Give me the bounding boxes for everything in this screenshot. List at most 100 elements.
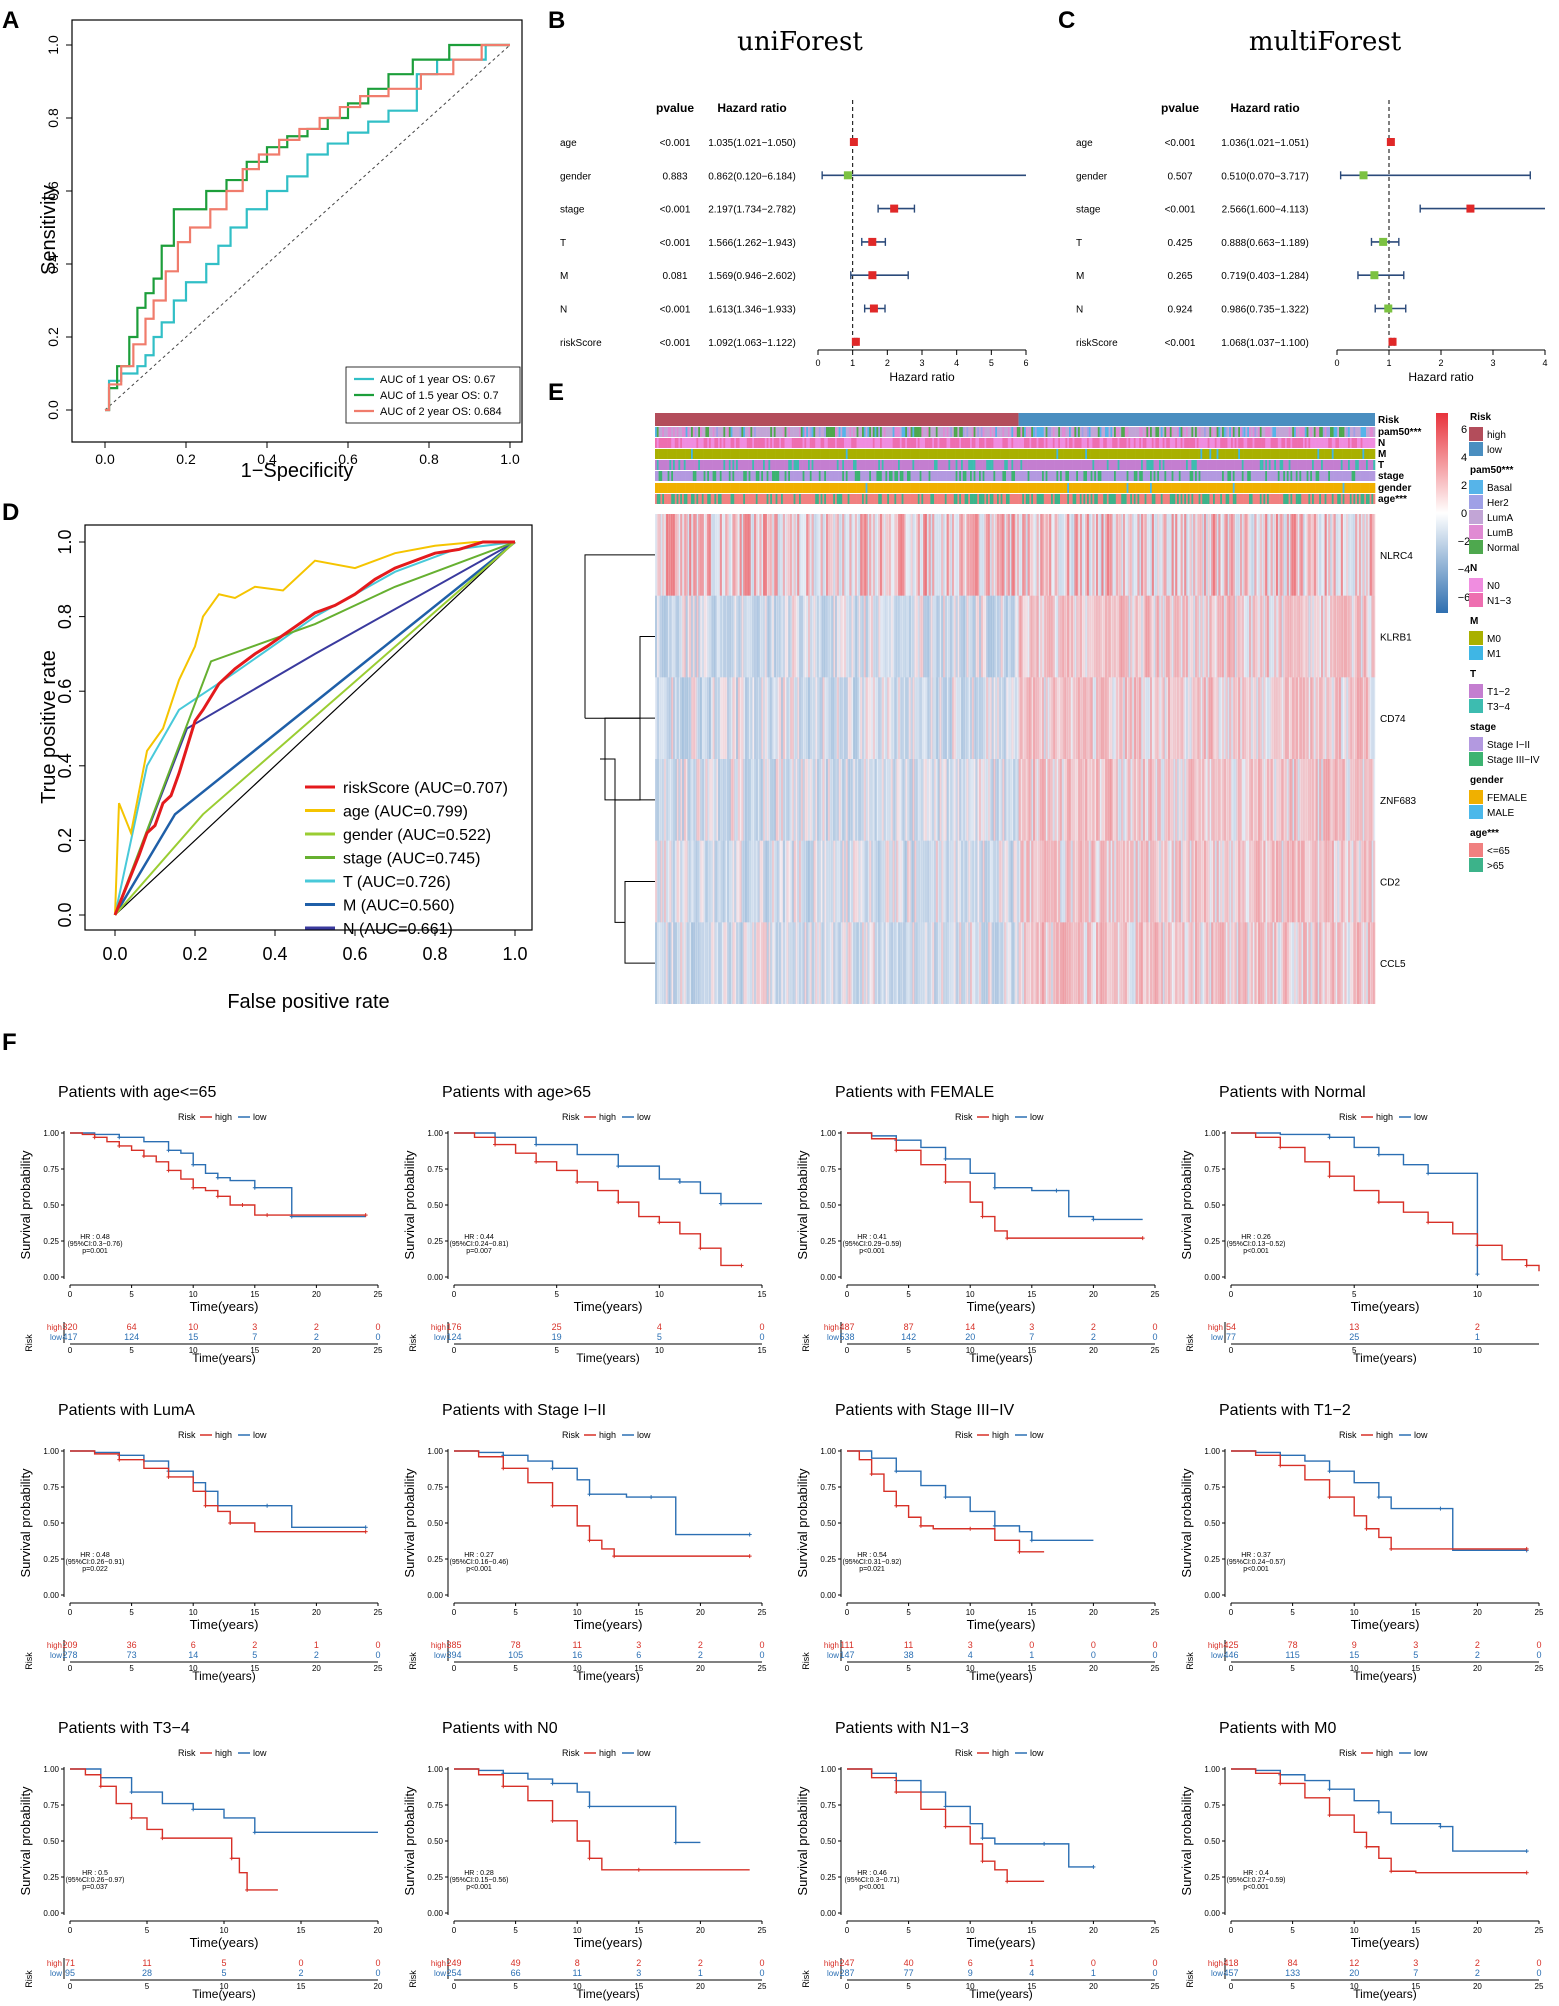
annotation-cell <box>1362 494 1365 504</box>
annotation-cell <box>968 494 971 504</box>
annotation-cell <box>964 438 967 448</box>
annotation-cell <box>975 449 978 459</box>
annotation-cell <box>710 471 713 481</box>
annotation-cell <box>727 471 730 481</box>
annotation-cell <box>959 471 962 481</box>
row-hazard-ratio: 0.719(0.403−1.284) <box>1221 271 1309 282</box>
annotation-cell <box>887 460 890 470</box>
heatmap-cell <box>874 677 877 759</box>
heatmap-cell <box>694 595 697 678</box>
annotation-cell <box>905 438 908 448</box>
heatmap-cell <box>1200 595 1203 678</box>
heatmap-cell <box>860 595 863 678</box>
heatmap-cell <box>1051 677 1054 759</box>
annotation-cell <box>1258 438 1261 448</box>
annotation-cell <box>914 438 917 448</box>
annotation-cell <box>1052 449 1055 459</box>
heatmap-cell <box>833 514 836 596</box>
annotation-cell <box>869 460 872 470</box>
annotation-cell <box>939 427 942 437</box>
heatmap-cell <box>851 677 854 759</box>
annotation-cell <box>685 449 688 459</box>
heatmap-cell <box>1313 514 1316 596</box>
annotation-cell <box>901 460 904 470</box>
heatmap-cell <box>1081 840 1084 923</box>
annotation-cell <box>739 438 742 448</box>
annotation-cell <box>1110 494 1113 504</box>
annotation-cell <box>1346 438 1349 448</box>
annotation-cell <box>667 438 670 448</box>
annotation-cell <box>968 449 971 459</box>
annotation-cell <box>905 494 908 504</box>
annotation-cell <box>876 427 879 437</box>
annotation-cell <box>1288 460 1291 470</box>
annotation-cell <box>1249 471 1252 481</box>
annotation-cell <box>710 438 713 448</box>
annotation-cell <box>682 460 685 470</box>
heatmap-cell <box>892 759 895 841</box>
heatmap-cell <box>914 595 917 678</box>
annotation-cell <box>750 460 753 470</box>
heatmap-cell <box>829 595 832 678</box>
annotation-cell <box>822 438 825 448</box>
heatmap-cell <box>1196 677 1199 759</box>
heatmap-cell <box>1047 677 1050 759</box>
heatmap-cell <box>739 759 742 841</box>
annotation-cell <box>1162 427 1165 437</box>
heatmap-cell <box>745 759 748 841</box>
annotation-cell <box>1067 494 1070 504</box>
annotation-cell <box>836 427 839 437</box>
annotation-cell <box>1326 449 1329 459</box>
annotation-cell <box>1241 427 1244 437</box>
heatmap-cell <box>1216 759 1219 841</box>
annotation-cell <box>1178 427 1181 437</box>
heatmap-cell <box>1034 677 1037 759</box>
annotation-cell <box>1063 483 1066 493</box>
hr-marker <box>1466 204 1475 213</box>
annotation-cell <box>916 471 919 481</box>
heatmap-cell <box>701 677 704 759</box>
annotation-cell <box>786 471 789 481</box>
heatmap-cell <box>1279 595 1282 678</box>
heatmap-cell <box>959 840 962 923</box>
heatmap-cell <box>1135 595 1138 678</box>
annotation-cell <box>871 494 874 504</box>
heatmap-cell <box>1211 840 1214 923</box>
annotation-cell <box>939 471 942 481</box>
heatmap-cell <box>979 595 982 678</box>
annotation-cell <box>1367 483 1370 493</box>
annotation-cell <box>890 427 893 437</box>
annotation-cell <box>1241 449 1244 459</box>
annotation-cell <box>671 483 674 493</box>
annotation-cell <box>1132 449 1135 459</box>
annotation-cell <box>1092 471 1095 481</box>
annotation-cell <box>1337 460 1340 470</box>
annotation-cell <box>806 471 809 481</box>
row-pvalue: 0.924 <box>1167 305 1192 316</box>
annotation-cell <box>662 494 665 504</box>
heatmap-cell <box>921 677 924 759</box>
annotation-cell <box>788 483 791 493</box>
annotation-cell <box>1276 471 1279 481</box>
annotation-cell <box>746 494 749 504</box>
annotation-cell <box>1132 427 1135 437</box>
annotation-cell <box>1292 438 1295 448</box>
annotation-cell <box>1196 494 1199 504</box>
annotation-cell <box>1056 438 1059 448</box>
annotation-cell <box>1168 449 1171 459</box>
annotation-cell <box>1018 494 1021 504</box>
annotation-cell <box>1339 427 1342 437</box>
annotation-cell <box>1142 449 1145 459</box>
annotation-row-label: Risk <box>1378 415 1400 426</box>
annotation-cell <box>1301 449 1304 459</box>
heatmap-cell <box>1124 677 1127 759</box>
annotation-cell <box>1058 460 1061 470</box>
heatmap-cell <box>1292 759 1295 841</box>
heatmap-cell <box>1088 677 1091 759</box>
heatmap-cell <box>1144 595 1147 678</box>
annotation-cell <box>1052 438 1055 448</box>
annotation-cell <box>939 483 942 493</box>
annotation-cell <box>700 471 703 481</box>
heatmap-cell <box>808 759 811 841</box>
heatmap-cell <box>939 514 942 596</box>
